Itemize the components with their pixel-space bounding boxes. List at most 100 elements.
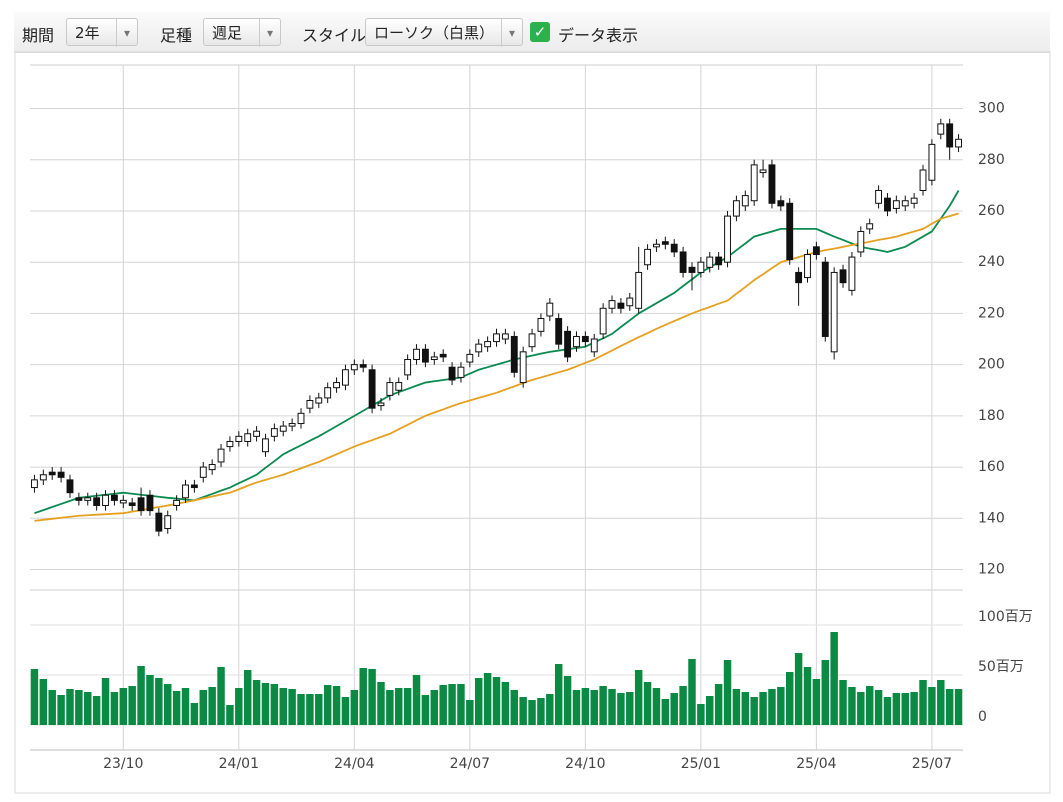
volume-bar [919,680,927,725]
volume-bar [430,690,439,725]
candle-body [484,341,492,348]
volume-bar [84,692,92,725]
candle-body [581,335,589,343]
candle-body [706,256,714,268]
volume-bar [803,667,812,725]
volume-bar [457,684,465,725]
x-tick-label: 25/01 [681,756,721,772]
candle-body [688,266,696,273]
volume-bar [377,682,385,725]
candle-body [741,195,749,207]
volume-bar [146,675,154,725]
volume-tick-label: 50百万 [978,659,1024,675]
style-label: スタイル [302,26,367,45]
volume-bar [474,678,483,725]
candle-body [732,200,740,217]
candle-body [84,497,92,501]
candle-body [564,330,572,358]
volume-bar [395,688,403,725]
candle-body [715,256,723,266]
volume-bar [777,687,785,725]
volume-bar [315,694,323,725]
volume-bar [661,699,670,725]
candle-body [608,300,616,309]
candle-body [777,200,785,207]
y-tick-label: 220 [978,305,1005,321]
candle-body [937,123,945,135]
volume-bar [519,697,527,725]
volume-bar [626,692,634,725]
candle-body [546,302,554,317]
moving-average-line [34,190,960,515]
volume-bar [714,684,723,725]
candle-body [901,200,909,207]
volume-bar [848,687,856,725]
candle-body [342,369,349,386]
volume-bar [323,685,332,725]
candle-body [537,318,545,332]
candle-body [804,254,811,279]
volume-bar [439,685,447,725]
candle-body [102,494,109,506]
candle-body [199,466,207,478]
volume-bar [759,692,767,725]
candle-body [573,335,580,348]
volume-bar [599,686,607,725]
candle-body [395,382,403,391]
candle-body [457,366,465,378]
data-checkbox[interactable]: ✓ [530,22,550,42]
candle-body [644,248,651,266]
candle-body [555,318,563,345]
candle-body [599,307,607,335]
candle-body [324,387,332,399]
candle-body [31,479,38,489]
candle-body [66,479,74,494]
volume-bar [492,677,501,725]
candle-body [244,433,252,442]
volume-bar [92,696,101,725]
data-label[interactable]: データ表示 [558,26,639,45]
candle-body [653,243,660,248]
volume-bar [235,688,243,725]
volume-bar [66,689,74,725]
volume-bar [75,690,83,725]
volume-bar [706,696,714,725]
volume-bar [163,684,172,725]
candle-body [137,497,145,512]
candle-body [430,356,438,361]
y-tick-label: 140 [978,510,1005,526]
style-select[interactable]: ローソク（白黒） [365,18,523,47]
candle-body [315,397,323,404]
candle-body [724,215,731,263]
volume-bar [688,659,696,725]
candle-body [93,497,101,506]
volume-bar [892,693,901,725]
candle-body [359,364,367,368]
candle-body [510,335,518,373]
period-select[interactable]: 2年 [66,18,138,47]
volume-bar [857,692,865,725]
candle-body [661,241,669,245]
y-tick-label: 180 [978,408,1005,424]
volume-bar [652,688,661,725]
candle-body [892,200,900,209]
candle-body [182,484,189,499]
candle-body [795,271,803,284]
candle-body [928,143,936,181]
volume-bar [768,689,776,725]
candle-body [812,246,820,256]
volume-bar [279,688,287,725]
volume-bar [954,689,963,725]
y-tick-label: 160 [978,459,1005,475]
volume-bar [181,688,190,725]
candle-body [617,302,625,309]
volume-bar [483,673,492,725]
bar-select[interactable]: 週足 [203,18,281,47]
x-tick-label: 24/10 [565,756,605,772]
volume-bar [634,670,643,725]
candle-body [884,197,891,212]
candle-body [110,494,118,501]
volume-bar [617,693,625,725]
x-tick-label: 23/10 [103,756,143,772]
